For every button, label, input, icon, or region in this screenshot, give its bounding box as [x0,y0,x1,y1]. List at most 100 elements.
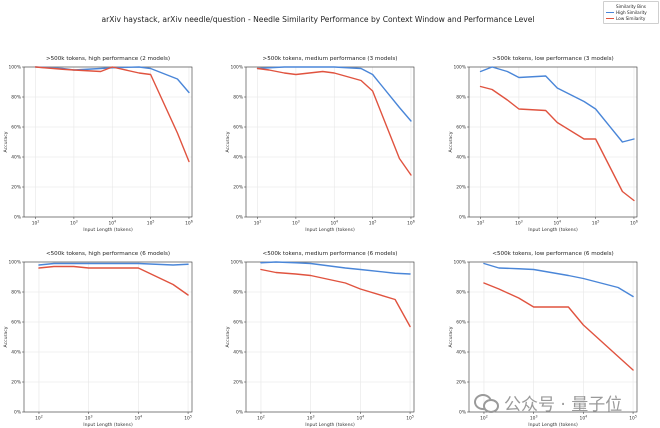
subplot-2: >500k tokens, medium performance (3 mode… [225,56,415,233]
subplot-title: >500k tokens, high performance (2 models… [46,56,170,62]
y-axis-label: Accuracy [448,131,454,152]
x-tick-label: 102 [257,415,265,422]
series-line-low-similarity [256,67,412,176]
y-tick-label: 80% [233,95,243,101]
wechat-icon [474,392,499,413]
x-axis-label: Input Length (tokens) [305,227,355,233]
y-tick-label: 80% [11,290,21,296]
x-tick-label: 105 [369,220,377,227]
watermark-text: 公众号 · 量子位 [504,394,623,415]
legend-label-low: Low Similarity [616,15,646,21]
x-tick-label: 103 [515,220,523,227]
y-tick-label: 0% [14,410,21,416]
x-axis-label: Input Length (tokens) [83,227,133,233]
y-tick-label: 20% [233,380,243,386]
subplot-title: >500k tokens, low performance (3 models) [492,56,613,62]
subplot-title: <500k tokens, medium performance (6 mode… [263,251,398,257]
x-tick-label: 105 [592,220,600,227]
legend-entry-high: High Similarity [606,10,658,15]
y-tick-label: 80% [456,290,466,296]
x-tick-label: 104 [357,415,365,422]
x-tick-label: 104 [330,220,338,227]
subplot-3: >500k tokens, low performance (3 models)… [448,56,638,233]
plot-frame [245,66,415,218]
x-tick-label: 102 [477,220,485,227]
subplot-title: >500k tokens, medium performance (3 mode… [263,56,398,62]
subplot-1: >500k tokens, high performance (2 models… [3,56,193,233]
x-axis-label: Input Length (tokens) [305,422,355,428]
subplot-4: <500k tokens, high performance (6 models… [3,251,193,428]
y-tick-label: 40% [456,350,466,356]
y-tick-label: 100% [453,260,466,266]
x-tick-label: 102 [32,220,40,227]
legend-swatch-low [606,17,614,19]
y-axis-label: Accuracy [225,131,231,152]
x-tick-label: 104 [135,415,143,422]
y-axis-label: Accuracy [225,326,231,347]
plot-frame [468,66,638,218]
y-tick-label: 0% [236,410,243,416]
y-tick-label: 20% [11,380,21,386]
subplot-title: <500k tokens, low performance (6 models) [492,251,613,257]
y-tick-label: 40% [456,155,466,161]
y-tick-label: 100% [453,65,466,71]
subplot-title: <500k tokens, high performance (6 models… [46,251,170,257]
y-tick-label: 100% [230,260,243,266]
x-tick-label: 105 [184,415,192,422]
series-line-high-similarity [38,262,189,266]
y-axis-label: Accuracy [3,326,9,347]
y-tick-label: 0% [236,215,243,221]
x-tick-label: 105 [406,415,414,422]
x-tick-label: 102 [254,220,262,227]
y-axis-label: Accuracy [448,326,454,347]
x-axis-label: Input Length (tokens) [528,422,578,428]
y-tick-label: 100% [8,260,21,266]
series-line-high-similarity [479,66,635,143]
x-axis-label: Input Length (tokens) [83,422,133,428]
x-tick-label: 103 [292,220,300,227]
y-tick-label: 20% [233,185,243,191]
y-tick-label: 20% [456,185,466,191]
series-line-high-similarity [260,261,411,275]
series-line-high-similarity [483,262,634,298]
y-tick-label: 60% [233,320,243,326]
plot-frame [23,261,193,413]
plot-frame [245,261,415,413]
x-tick-label: 106 [185,220,193,227]
x-axis-label: Input Length (tokens) [528,227,578,233]
y-tick-label: 80% [456,95,466,101]
x-tick-label: 103 [85,415,93,422]
watermark: 公众号 · 量子位 [474,388,644,416]
series-line-low-similarity [260,268,411,328]
y-tick-label: 40% [233,155,243,161]
y-tick-label: 100% [230,65,243,71]
series-line-low-similarity [34,66,190,163]
x-tick-label: 102 [480,415,488,422]
y-tick-label: 100% [8,65,21,71]
x-tick-label: 106 [407,220,415,227]
y-tick-label: 40% [233,350,243,356]
y-tick-label: 40% [11,155,21,161]
y-axis-label: Accuracy [3,131,9,152]
y-tick-label: 60% [11,125,21,131]
legend-title: Similarity Bins [615,3,646,9]
plot-frame [23,66,193,218]
y-tick-label: 0% [459,410,466,416]
y-tick-label: 60% [233,125,243,131]
legend-label-high: High Similarity [616,9,647,15]
x-tick-label: 102 [35,415,43,422]
y-tick-label: 20% [11,185,21,191]
series-line-high-similarity [256,66,412,122]
x-tick-label: 103 [307,415,315,422]
y-tick-label: 80% [11,95,21,101]
legend: Similarity Bins High Similarity Low Simi… [603,1,659,24]
x-tick-label: 104 [108,220,116,227]
y-tick-label: 0% [459,215,466,221]
subplots-grid: >500k tokens, high performance (2 models… [3,56,638,428]
figure-title: arXiv haystack, arXiv needle/question - … [101,15,534,24]
series-line-low-similarity [479,85,635,202]
y-tick-label: 60% [456,125,466,131]
subplot-6: <500k tokens, low performance (6 models)… [448,251,638,428]
x-tick-label: 104 [553,220,561,227]
